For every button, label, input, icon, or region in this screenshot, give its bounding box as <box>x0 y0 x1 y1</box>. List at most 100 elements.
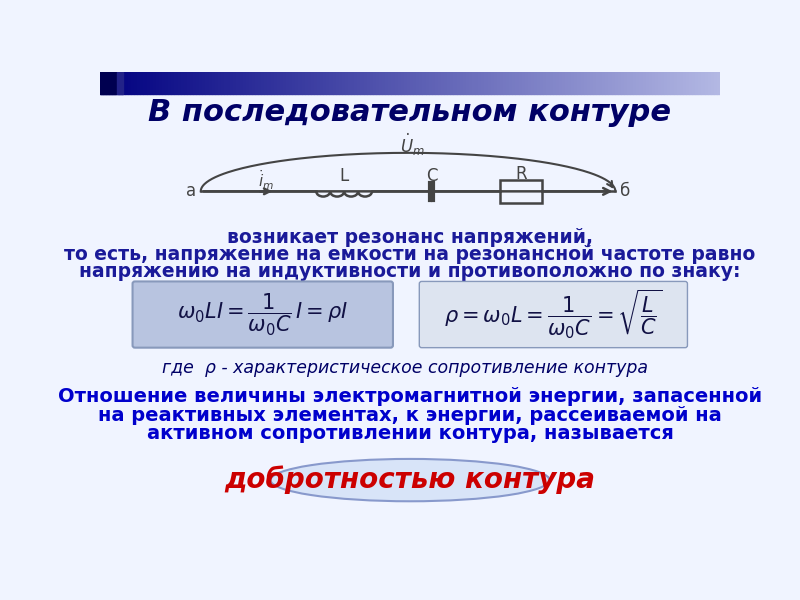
Bar <box>571 72 574 94</box>
Bar <box>404 72 407 94</box>
Bar <box>168 72 171 94</box>
Bar <box>689 72 692 94</box>
Bar <box>314 72 317 94</box>
Bar <box>618 72 621 94</box>
Bar <box>224 72 227 94</box>
Text: $\rho = \omega_0 L = \dfrac{1}{\omega_0 C} = \sqrt{\dfrac{L}{C}}$: $\rho = \omega_0 L = \dfrac{1}{\omega_0 … <box>444 287 662 341</box>
Text: $\dot{U}_m$: $\dot{U}_m$ <box>399 132 424 158</box>
Bar <box>444 72 447 94</box>
Bar <box>500 72 503 94</box>
Bar <box>227 72 230 94</box>
Bar <box>680 72 683 94</box>
Bar <box>447 72 450 94</box>
Bar <box>429 72 432 94</box>
Bar <box>692 72 695 94</box>
Bar <box>230 72 234 94</box>
Bar <box>499 180 542 203</box>
Bar <box>289 72 292 94</box>
Bar <box>655 72 658 94</box>
Bar <box>143 72 146 94</box>
Bar <box>407 72 410 94</box>
Bar <box>466 72 469 94</box>
Bar <box>206 72 209 94</box>
Bar <box>646 72 649 94</box>
Bar <box>664 72 667 94</box>
Bar <box>413 72 416 94</box>
Bar <box>702 72 705 94</box>
FancyBboxPatch shape <box>133 281 393 347</box>
Bar <box>358 72 361 94</box>
Bar <box>556 72 559 94</box>
Bar <box>280 72 283 94</box>
Bar <box>717 72 720 94</box>
Bar <box>115 72 118 94</box>
Bar <box>497 72 500 94</box>
Bar <box>584 72 586 94</box>
Bar <box>190 72 193 94</box>
Text: на реактивных элементах, к энергии, рассеиваемой на: на реактивных элементах, к энергии, расс… <box>98 406 722 425</box>
Bar <box>698 72 702 94</box>
Bar <box>540 72 543 94</box>
Bar <box>531 72 534 94</box>
Bar <box>441 72 444 94</box>
Bar <box>578 72 581 94</box>
Bar <box>336 72 338 94</box>
Bar <box>255 72 258 94</box>
Bar <box>239 72 242 94</box>
Bar <box>370 72 373 94</box>
Bar <box>320 72 323 94</box>
Bar <box>636 72 639 94</box>
Bar <box>599 72 602 94</box>
Bar <box>658 72 661 94</box>
Bar <box>627 72 630 94</box>
Bar <box>639 72 642 94</box>
Bar <box>593 72 596 94</box>
Bar <box>546 72 550 94</box>
Bar <box>342 72 345 94</box>
Bar <box>432 72 435 94</box>
Bar <box>457 72 459 94</box>
Bar <box>558 72 562 94</box>
Bar <box>110 72 112 94</box>
Bar <box>361 72 363 94</box>
Bar <box>534 72 537 94</box>
Bar <box>214 72 218 94</box>
Bar <box>710 72 714 94</box>
Bar <box>125 72 128 94</box>
Bar <box>581 72 584 94</box>
Bar <box>475 72 478 94</box>
Bar <box>487 72 490 94</box>
Bar <box>630 72 634 94</box>
Bar <box>326 72 330 94</box>
Bar <box>515 72 518 94</box>
Bar <box>394 72 398 94</box>
Bar <box>568 72 571 94</box>
Text: В последовательном контуре: В последовательном контуре <box>149 98 671 127</box>
Bar <box>146 72 150 94</box>
Bar <box>277 72 280 94</box>
Bar <box>162 72 165 94</box>
Bar <box>714 72 717 94</box>
Bar <box>112 72 115 94</box>
Bar <box>242 72 246 94</box>
Bar <box>661 72 664 94</box>
Bar <box>193 72 196 94</box>
Bar <box>683 72 686 94</box>
Bar <box>677 72 680 94</box>
Bar <box>674 72 677 94</box>
Ellipse shape <box>270 459 550 501</box>
Bar <box>138 72 140 94</box>
Bar <box>140 72 143 94</box>
Bar <box>171 72 174 94</box>
Bar <box>525 72 528 94</box>
Text: то есть, напряжение на емкости на резонансной частоте равно: то есть, напряжение на емкости на резона… <box>64 245 756 264</box>
Bar <box>695 72 698 94</box>
Bar <box>419 72 422 94</box>
Bar <box>596 72 599 94</box>
Text: добротностью контура: добротностью контура <box>225 466 595 494</box>
Bar <box>401 72 404 94</box>
Bar <box>609 72 611 94</box>
Bar <box>454 72 457 94</box>
Bar <box>237 72 239 94</box>
Bar <box>537 72 540 94</box>
